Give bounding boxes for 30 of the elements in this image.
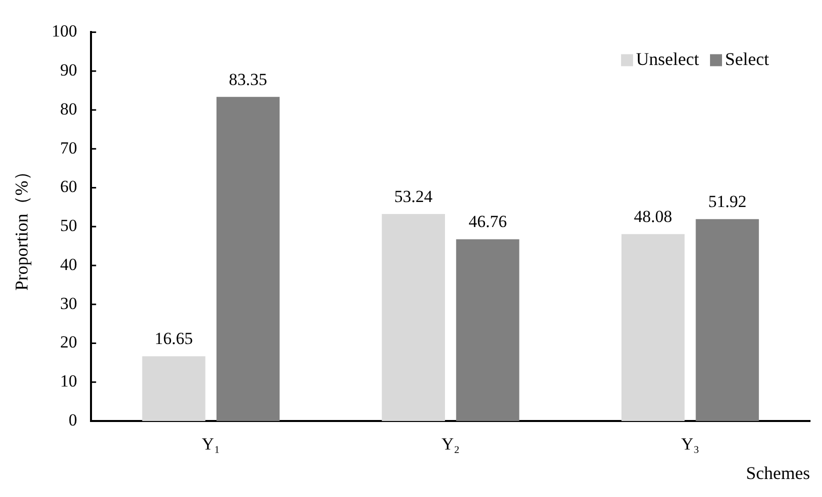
data-label: 48.08 [634, 207, 672, 226]
data-label: 16.65 [154, 329, 193, 348]
bar [456, 239, 520, 421]
y-tick-label: 70 [60, 138, 78, 158]
y-tick-label: 90 [60, 60, 78, 80]
y-tick-label: 100 [52, 22, 78, 41]
y-tick-label: 80 [60, 99, 78, 118]
data-label: 83.35 [228, 70, 268, 89]
y-tick-label: 40 [60, 254, 78, 274]
data-label: 51.92 [708, 192, 746, 212]
y-axis-title: Proportion（%） [12, 162, 32, 291]
y-tick-label: 20 [60, 332, 78, 352]
bar [142, 356, 206, 421]
legend-label: Select [725, 48, 770, 69]
y-tick-label: 50 [60, 216, 78, 236]
y-tick-label: 30 [60, 294, 78, 313]
data-label: 53.24 [394, 186, 434, 206]
x-axis-title: Schemes [746, 462, 810, 483]
x-tick-label: Y₁ [202, 434, 220, 454]
y-tick-label: 10 [60, 372, 78, 391]
bar [696, 219, 759, 421]
y-tick-label: 0 [68, 410, 78, 430]
legend-label: Unselect [636, 48, 700, 69]
x-tick-label: Y₃ [681, 434, 700, 454]
bar [216, 96, 280, 421]
bar [621, 234, 685, 421]
y-tick-label: 60 [60, 177, 78, 196]
bar [382, 214, 445, 421]
data-label: 46.76 [468, 212, 507, 232]
x-tick-label: Y₂ [441, 434, 460, 454]
